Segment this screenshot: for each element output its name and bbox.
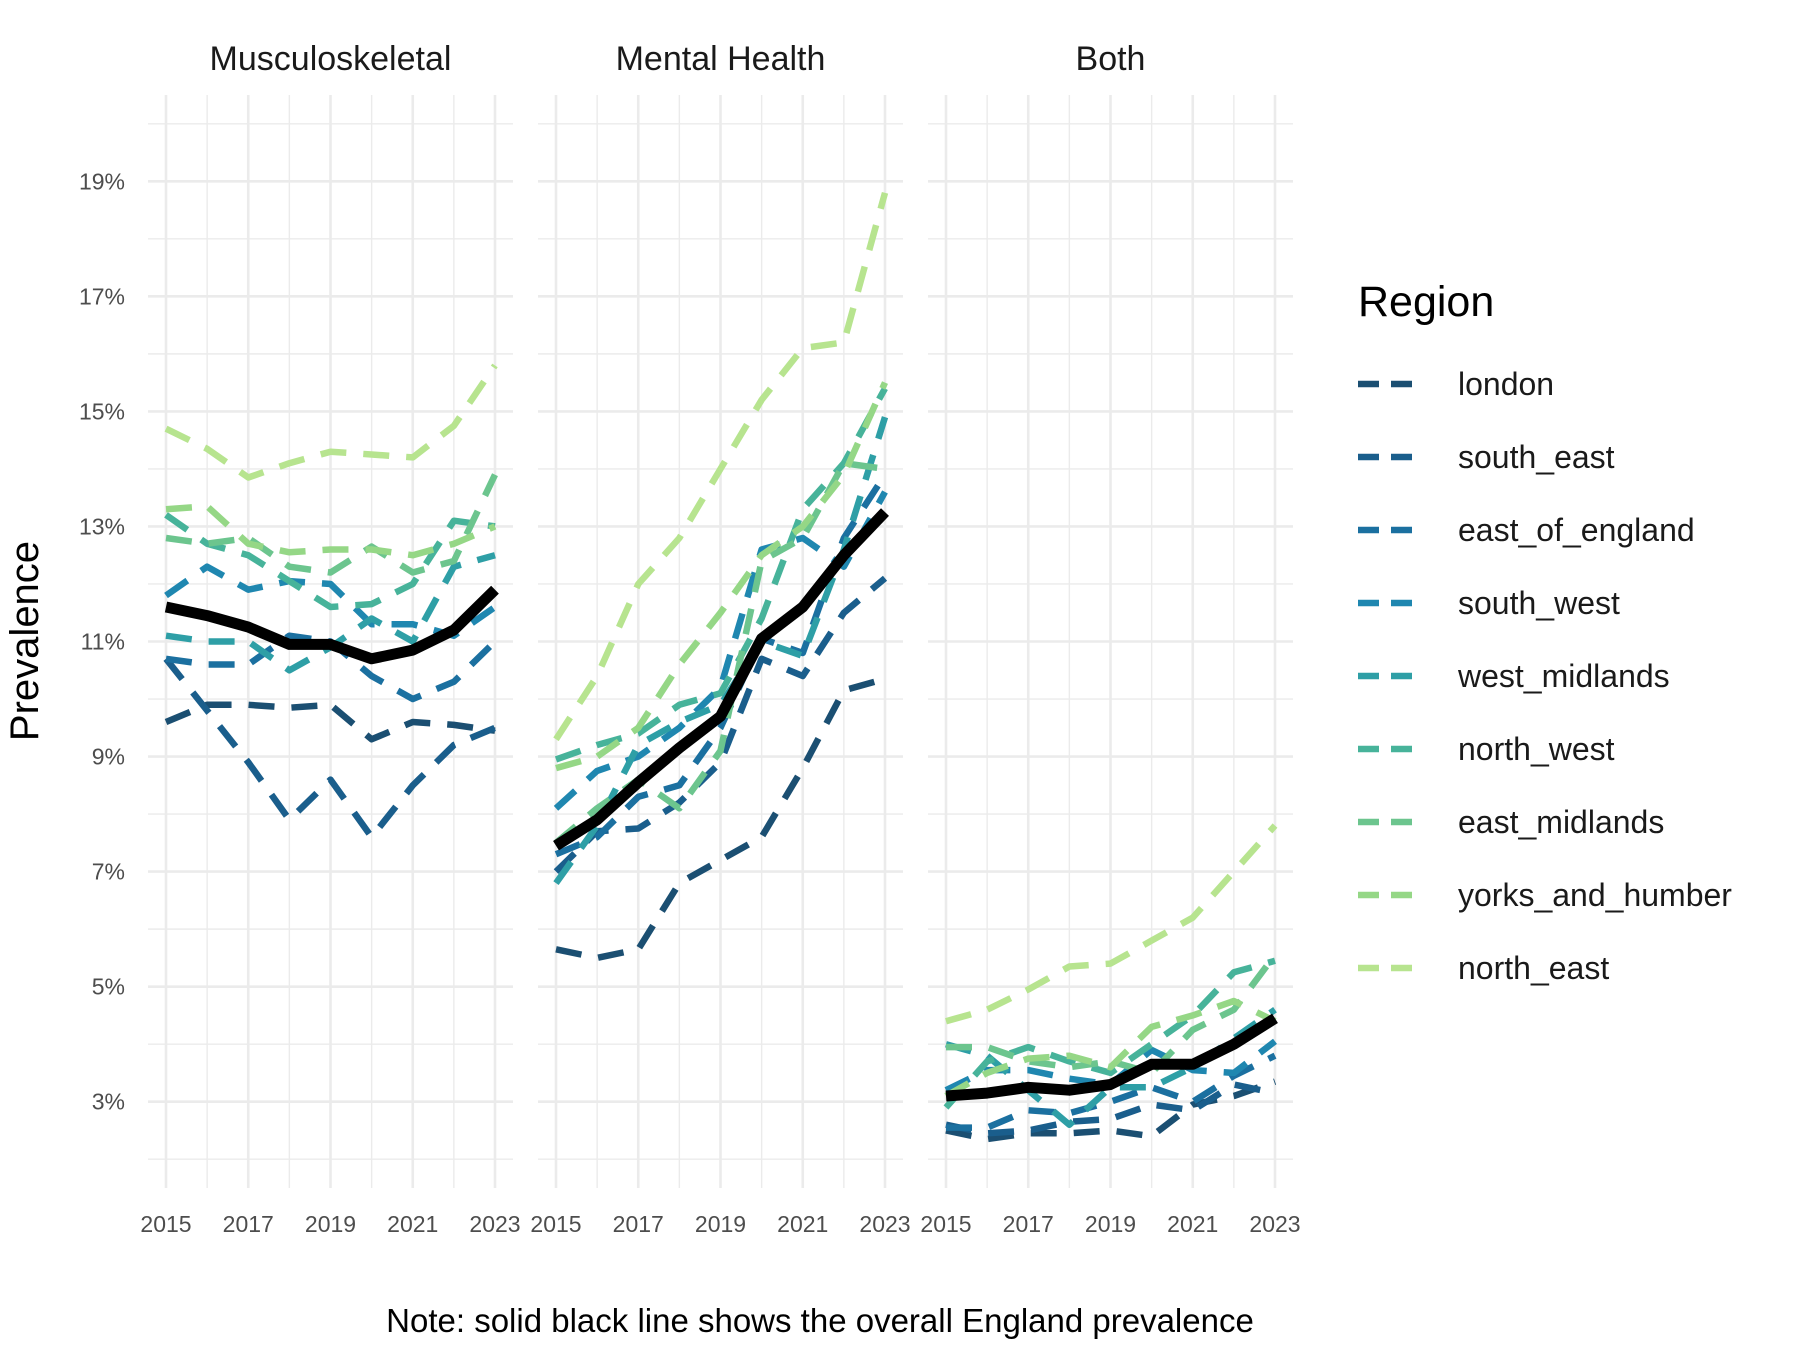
series-line-south_east [945,1081,1276,1137]
x-tick-label: 2015 [920,1211,971,1237]
series-line-london [555,675,886,962]
legend-label: london [1458,366,1554,402]
legend-label: north_west [1458,731,1615,767]
x-tick-label: 2023 [469,1211,520,1237]
legend-label: east_of_england [1458,512,1695,548]
series-line-east_midlands [165,473,498,576]
y-tick-label: 9% [92,744,125,770]
series-line-north_west [164,512,496,611]
series-line-london [164,701,496,743]
panel-title: Musculoskeletal [210,40,452,78]
series-line-north_west [943,957,1276,1110]
panel-grid [538,95,903,1188]
series-line-south_east [553,575,888,874]
legend-label: yorks_and_humber [1458,877,1732,913]
series-line-london [945,1078,1277,1143]
series-line-overall-england [945,1013,1278,1102]
series-line-north_west [554,386,888,763]
series-line-overall-england [164,585,499,665]
series-line-yorks_and_humber [555,381,888,772]
x-tick-label: 2019 [305,1211,356,1237]
x-tick-label: 2015 [140,1211,191,1237]
x-tick-label: 2017 [223,1211,274,1237]
x-tick-label: 2023 [859,1211,910,1237]
legend-item-west_midlands: west_midlands [1358,658,1670,694]
y-axis: 3% 5% 7% 9% 11% 13% 15% 17% 19% [79,168,125,1114]
panel-title: Mental Health [616,40,826,78]
y-tick-label: 13% [79,513,125,539]
legend-title: Region [1358,278,1494,326]
legend-item-south_west: south_west [1358,585,1620,621]
legend-label: east_midlands [1458,804,1664,840]
legend-item-east_of_england: east_of_england [1358,512,1695,548]
y-tick-label: 5% [92,974,125,1000]
y-tick-label: 17% [79,283,125,309]
x-tick-label: 2017 [613,1211,664,1237]
x-tick-label: 2021 [777,1211,828,1237]
legend-items: london south_east east_of_england south_wes… [1358,366,1732,986]
series-line-north_east [553,191,889,742]
legend-item-north_east: north_east [1358,950,1609,986]
panel-grid [928,95,1293,1188]
x-tick-label: 2019 [1085,1211,1136,1237]
series-line-yorks_and_humber [165,503,497,559]
x-tick-label: 2021 [387,1211,438,1237]
x-tick-label: 2023 [1249,1211,1300,1237]
region-lines [943,823,1278,1143]
panel-both: Both 2015 2017 2019 2021 2023 [920,40,1300,1237]
x-tick-label: 2021 [1167,1211,1218,1237]
y-tick-label: 7% [92,859,125,885]
panel-title: Both [1076,40,1146,78]
x-tick-label: 2017 [1003,1211,1054,1237]
panel-grid [148,95,513,1188]
series-line-overall-england [553,508,889,851]
series-line-yorks_and_humber [944,997,1277,1099]
panel-mental-health: Mental Health 2015 2017 2019 2021 2023 [530,40,910,1237]
y-tick-label: 11% [81,629,125,655]
y-tick-label: 15% [79,398,125,424]
series-line-west_midlands [553,416,889,885]
x-tick-label: 2015 [530,1211,581,1237]
y-axis-title: Prevalence [3,541,47,741]
legend: Region london south_east east_of_englandso… [1358,278,1732,986]
legend-item-east_midlands: east_midlands [1358,804,1664,840]
chart-note: Note: solid black line shows the overall… [386,1302,1254,1339]
series-line-east_of_england [946,1052,1277,1131]
legend-label: south_east [1458,439,1615,475]
panel-musculoskeletal: Musculoskeletal 2015 2017 2019 2021 2023 [140,40,520,1237]
series-line-south_east [163,656,497,841]
legend-label: north_east [1458,950,1609,986]
legend-item-yorks_and_humber: yorks_and_humber [1358,877,1732,913]
legend-label: west_midlands [1457,658,1670,694]
series-line-east_midlands [946,953,1278,1077]
y-tick-label: 3% [92,1089,125,1115]
region-lines [163,363,498,841]
legend-item-north_west: north_west [1358,731,1615,767]
legend-label: south_west [1458,585,1620,621]
legend-item-south_east: south_east [1358,439,1615,475]
y-tick-label: 19% [79,168,125,194]
legend-item-london: london [1358,366,1554,402]
x-tick-label: 2019 [695,1211,746,1237]
series-line-north_east [164,363,498,481]
series-line-north_east [945,823,1278,1025]
